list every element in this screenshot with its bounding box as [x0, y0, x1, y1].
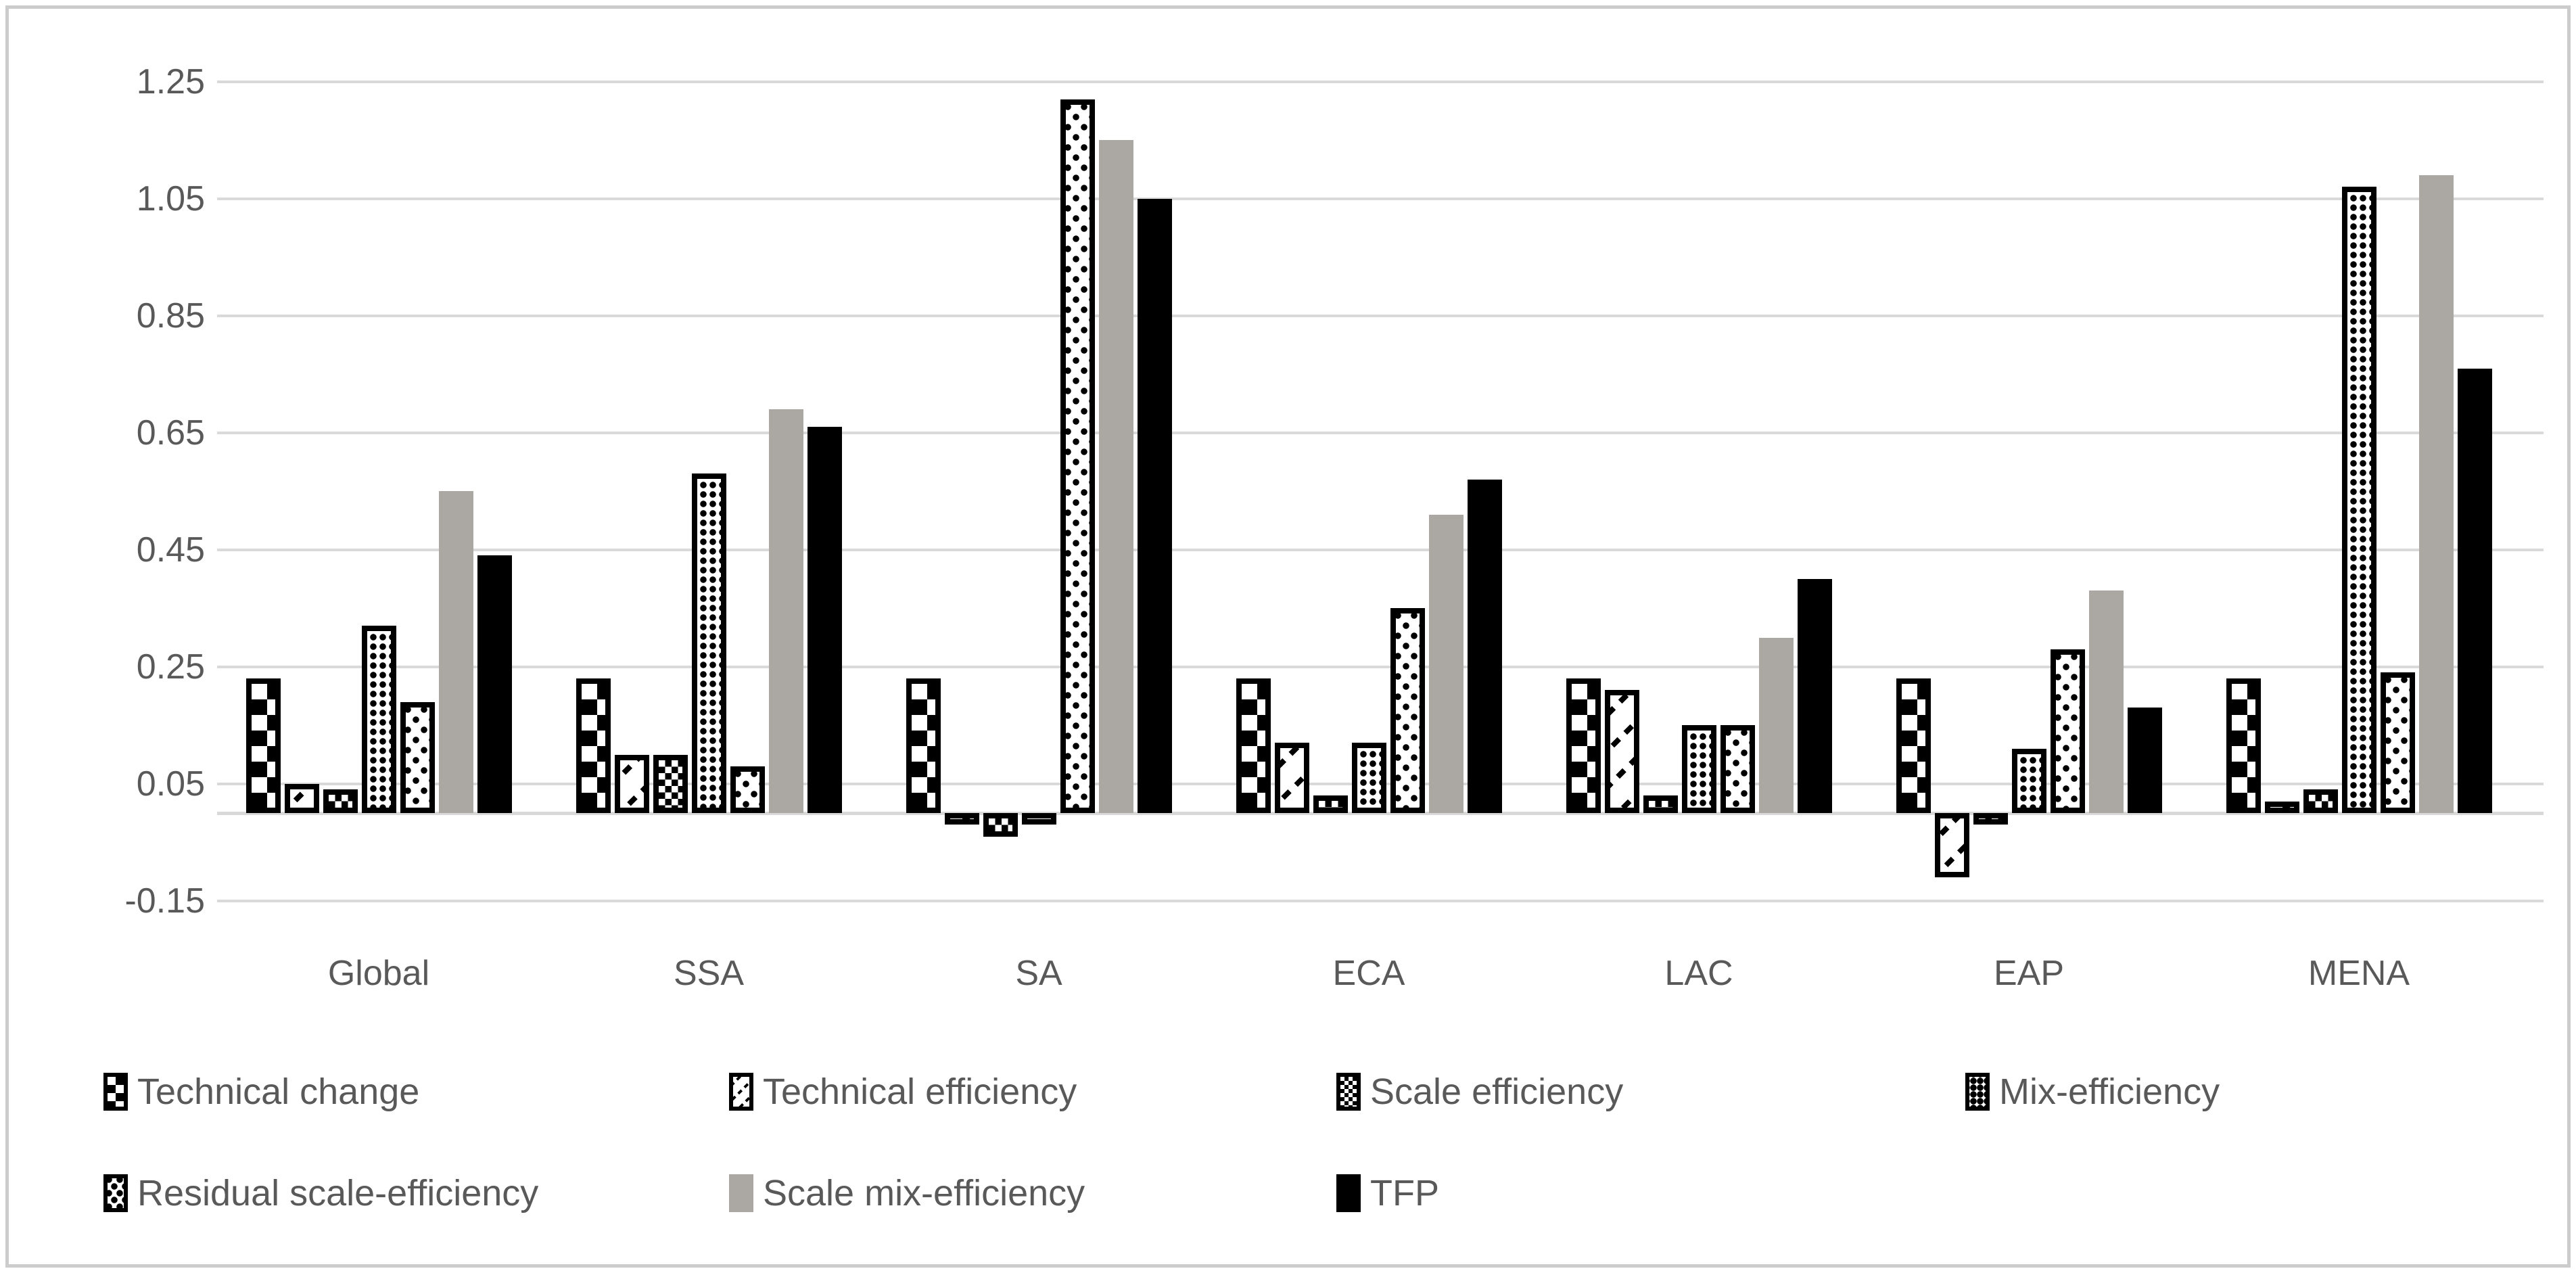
bar-sa-scale-efficiency [983, 813, 1018, 837]
bar-sa-tfp [1137, 198, 1172, 813]
bar-mena-residual-scale-efficiency [2380, 672, 2415, 813]
legend-swatch-icon [1336, 1073, 1361, 1111]
bar-eap-technical-efficiency [1934, 813, 1969, 878]
y-axis-tick-label: 0.25 [136, 647, 205, 687]
bar-global-technical-change [245, 678, 281, 813]
bar-mena-technical-efficiency [2264, 801, 2299, 813]
bar-eca-scale-mix-efficiency [1428, 514, 1463, 813]
bar-eca-residual-scale-efficiency [1390, 608, 1425, 813]
bar-sa-technical-change [906, 678, 941, 813]
bar-ssa-technical-efficiency [614, 754, 649, 813]
y-axis-tick-label: 0.65 [136, 413, 205, 453]
legend-swatch-icon [729, 1174, 753, 1212]
bar-mena-tfp [2457, 368, 2492, 813]
category-label-lac: LAC [1664, 954, 1733, 993]
y-axis-tick-label: 0.85 [136, 296, 205, 335]
gridline [217, 548, 2544, 551]
bar-global-mix-efficiency [361, 626, 396, 813]
bar-ssa-mix-efficiency [691, 473, 726, 813]
y-axis-tick-label: 0.05 [136, 764, 205, 804]
bar-lac-technical-change [1566, 678, 1601, 813]
bar-eca-technical-efficiency [1274, 743, 1309, 813]
legend-item-scale-efficiency: Scale efficiency [1336, 1072, 1623, 1111]
legend-swatch-icon [1336, 1174, 1361, 1212]
bar-ssa-scale-efficiency [653, 754, 688, 813]
legend-label: Residual scale-efficiency [137, 1173, 539, 1213]
legend-swatch-icon [1965, 1073, 1990, 1111]
bar-eca-tfp [1467, 479, 1502, 813]
legend-item-technical-efficiency: Technical efficiency [729, 1072, 1077, 1111]
category-label-eca: ECA [1332, 954, 1405, 993]
gridline [217, 314, 2544, 317]
bar-eap-residual-scale-efficiency [2050, 649, 2085, 813]
plot-area: 1.25 1.05 0.85 0.65 0.45 0.25 0.05 -0.15 Global S… [9, 9, 2567, 1264]
bar-sa-scale-mix-efficiency [1098, 140, 1133, 813]
bar-sa-technical-efficiency [944, 813, 979, 825]
bar-eca-scale-efficiency [1313, 795, 1348, 813]
y-axis-tick-label: 1.25 [136, 62, 205, 101]
legend-swatch-icon [103, 1073, 128, 1111]
gridline [217, 431, 2544, 434]
bar-ssa-tfp [807, 427, 842, 813]
bar-lac-technical-efficiency [1604, 690, 1639, 813]
bar-ssa-residual-scale-efficiency [730, 766, 765, 813]
bar-global-technical-efficiency [284, 783, 319, 813]
legend-swatch-icon [103, 1174, 128, 1212]
bar-eap-scale-mix-efficiency [2088, 591, 2124, 813]
bar-eca-technical-change [1236, 678, 1271, 813]
bar-global-residual-scale-efficiency [400, 701, 435, 813]
bar-lac-residual-scale-efficiency [1720, 725, 1755, 813]
category-label-sa: SA [1015, 954, 1062, 993]
category-label-eap: EAP [1993, 954, 2065, 993]
bar-lac-scale-efficiency [1643, 795, 1678, 813]
bar-mena-mix-efficiency [2341, 187, 2376, 813]
category-label-mena: MENA [2308, 954, 2410, 993]
legend-item-technical-change: Technical change [103, 1072, 419, 1111]
bar-eap-tfp [2127, 708, 2162, 813]
bar-ssa-scale-mix-efficiency [768, 409, 803, 813]
gridline [217, 665, 2544, 668]
x-axis-line [217, 812, 2544, 815]
y-axis-tick-label: 1.05 [136, 179, 205, 218]
gridline [217, 80, 2544, 83]
category-label-ssa: SSA [673, 954, 745, 993]
gridline [217, 899, 2544, 902]
legend-label: Technical efficiency [763, 1071, 1077, 1112]
legend-label: Mix-efficiency [1999, 1071, 2220, 1112]
category-label-global: Global [327, 954, 430, 993]
legend-item-residual-scale-efficiency: Residual scale-efficiency [103, 1174, 538, 1213]
bar-mena-technical-change [2226, 678, 2261, 813]
bar-mena-scale-efficiency [2303, 789, 2338, 813]
y-axis-tick-label: -0.15 [124, 881, 205, 921]
bar-global-scale-mix-efficiency [438, 491, 473, 813]
legend-item-tfp: TFP [1336, 1174, 1439, 1213]
bar-lac-mix-efficiency [1681, 725, 1716, 813]
legend-item-scale-mix-efficiency: Scale mix-efficiency [729, 1174, 1085, 1213]
legend-swatch-icon [729, 1073, 753, 1111]
legend-label: Scale efficiency [1370, 1071, 1624, 1112]
bar-sa-mix-efficiency [1021, 813, 1056, 825]
legend-label: Scale mix-efficiency [763, 1173, 1085, 1213]
chart-frame: 1.25 1.05 0.85 0.65 0.45 0.25 0.05 -0.15 Global S… [5, 5, 2571, 1268]
legend-label: Technical change [137, 1071, 420, 1112]
bar-lac-scale-mix-efficiency [1758, 637, 1794, 813]
bar-eap-technical-change [1896, 678, 1931, 813]
bar-mena-scale-mix-efficiency [2418, 175, 2454, 813]
bar-global-scale-efficiency [323, 789, 358, 813]
bar-sa-residual-scale-efficiency [1060, 99, 1095, 813]
bar-ssa-technical-change [576, 678, 611, 813]
bar-eap-mix-efficiency [2011, 748, 2046, 813]
bar-eap-scale-efficiency [1973, 813, 2008, 825]
gridline [217, 197, 2544, 200]
bar-eca-mix-efficiency [1351, 743, 1386, 813]
legend-label: TFP [1370, 1173, 1439, 1213]
legend-item-mix-efficiency: Mix-efficiency [1965, 1072, 2220, 1111]
bar-lac-tfp [1797, 579, 1832, 813]
y-axis-tick-label: 0.45 [136, 530, 205, 570]
bar-global-tfp [477, 555, 512, 813]
